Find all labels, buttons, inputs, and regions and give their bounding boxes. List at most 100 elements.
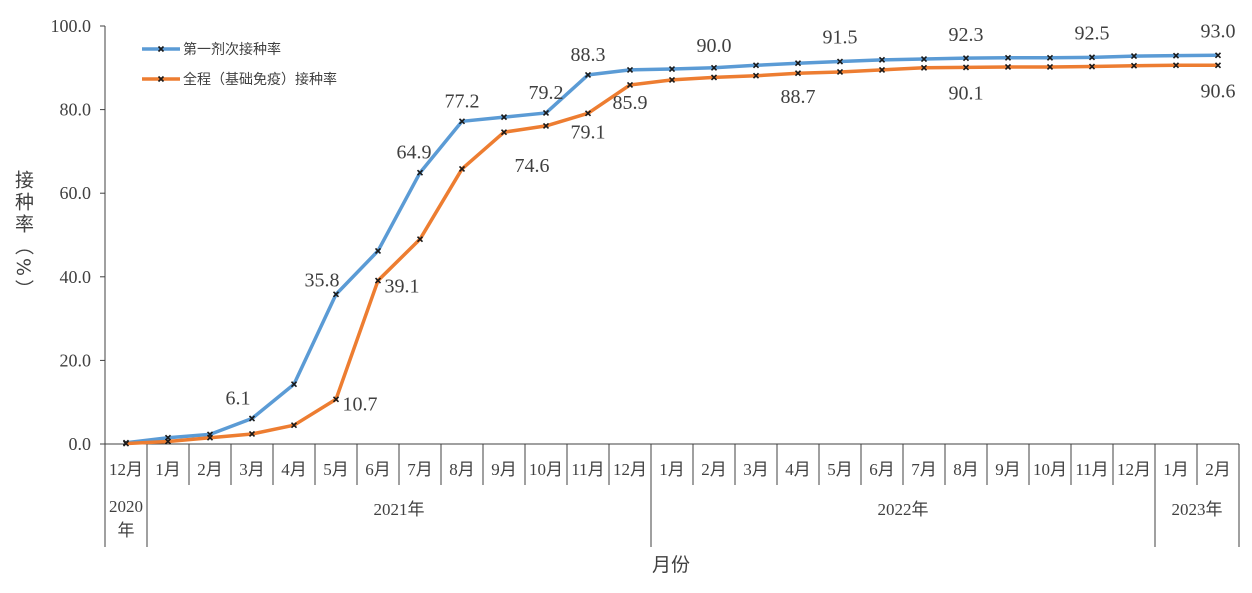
x-category-label: 8月 [449, 460, 475, 479]
x-category-label: 9月 [491, 460, 517, 479]
data-point-marker [416, 236, 424, 243]
data-label: 79.1 [571, 121, 606, 143]
data-point-marker [458, 118, 466, 125]
data-label: 85.9 [613, 92, 648, 114]
data-point-marker [1088, 54, 1096, 61]
legend-marker [157, 45, 165, 53]
x-category-label: 4月 [281, 460, 307, 479]
data-point-marker [1214, 52, 1222, 59]
data-point-marker [1088, 63, 1096, 70]
x-category-label: 11月 [571, 460, 604, 479]
x-category-label: 7月 [407, 460, 433, 479]
data-point-marker [962, 64, 970, 71]
series-line-1 [125, 53, 1219, 445]
data-point-marker [1130, 53, 1138, 60]
axes: 0.0 20.0 40.0 60.0 80.0 100.0 12月 1月 2月 3月 4月 5月 6月 7… [51, 16, 1240, 547]
data-label: 77.2 [445, 90, 480, 112]
data-point-marker [794, 70, 802, 77]
x-category-label: 10月 [529, 460, 563, 479]
data-point-marker [920, 55, 928, 63]
data-point-marker [164, 438, 172, 445]
x-group-label: 2022年 [878, 500, 929, 519]
data-point-marker [1046, 63, 1054, 71]
x-category-label: 12月 [613, 460, 647, 479]
data-point-marker [248, 415, 256, 422]
data-point-marker [794, 60, 802, 67]
y-tick-label: 0.0 [69, 434, 92, 454]
data-point-marker [500, 114, 508, 121]
data-point-marker [626, 81, 634, 89]
data-point-marker [962, 55, 970, 62]
data-point-marker [584, 71, 592, 78]
data-point-marker [668, 76, 676, 83]
data-label: 88.3 [571, 44, 606, 66]
data-label: 64.9 [397, 142, 432, 164]
y-tick-label: 20.0 [60, 350, 92, 370]
data-point-marker [752, 72, 760, 79]
data-point-marker [248, 430, 256, 438]
data-point-marker [458, 165, 466, 173]
data-point-marker [1172, 62, 1180, 69]
data-point-marker [206, 434, 214, 441]
x-category-label: 1月 [1163, 460, 1189, 479]
data-label: 10.7 [343, 393, 378, 415]
x-category-label: 5月 [827, 460, 853, 479]
x-category-label: 5月 [323, 460, 349, 479]
data-point-marker [122, 440, 130, 447]
data-point-marker [626, 66, 634, 73]
data-point-marker [416, 169, 424, 176]
data-point-marker [374, 247, 382, 254]
x-category-label: 12月 [1117, 460, 1151, 479]
x-group-label: 2021年 [374, 500, 425, 519]
x-category-label: 1月 [155, 460, 181, 479]
data-label: 91.5 [823, 27, 858, 49]
data-label: 79.2 [529, 82, 564, 104]
y-tick-label: 40.0 [60, 267, 92, 287]
data-point-marker [500, 129, 508, 136]
y-tick-label: 100.0 [51, 16, 92, 36]
data-label: 93.0 [1201, 20, 1236, 42]
data-point-marker [878, 66, 886, 73]
data-point-marker [290, 422, 298, 429]
x-category-label: 6月 [869, 460, 895, 479]
data-point-marker [374, 277, 382, 284]
legend-marker [157, 75, 165, 83]
data-point-marker [290, 381, 298, 388]
data-point-marker [878, 56, 886, 63]
y-tick-label: 80.0 [60, 100, 92, 120]
data-point-marker [1130, 62, 1138, 69]
x-category-label: 2月 [1205, 460, 1231, 479]
x-axis-title: 月份 [652, 554, 690, 576]
x-group-label: 2020年 [109, 497, 143, 540]
data-point-marker [836, 68, 844, 76]
data-labels: 6.1 35.8 64.9 77.2 79.2 88.3 90.0 91.5 92.3 92.5 9… [226, 20, 1236, 415]
x-category-label: 6月 [365, 460, 391, 479]
data-label: 92.3 [949, 24, 984, 46]
data-point-marker [584, 110, 592, 117]
x-category-label: 12月 [109, 460, 143, 479]
data-point-marker [710, 64, 718, 71]
data-point-marker [1172, 52, 1180, 59]
data-point-marker [332, 291, 340, 298]
legend-label-2: 全程（基础免疫）接种率 [183, 71, 337, 88]
data-point-marker [1004, 54, 1012, 61]
data-point-marker [920, 64, 928, 71]
x-category-label: 3月 [239, 460, 265, 479]
x-category-label: 2月 [701, 460, 727, 479]
x-category-label: 11月 [1075, 460, 1108, 479]
data-point-marker [1046, 54, 1054, 61]
y-tick-label: 60.0 [60, 183, 92, 203]
data-point-marker [542, 109, 550, 117]
data-label: 88.7 [781, 86, 816, 108]
x-category-label: 8月 [953, 460, 979, 479]
data-point-marker [542, 122, 550, 129]
data-point-marker [1004, 63, 1012, 71]
data-label: 74.6 [515, 155, 550, 177]
data-point-marker [1214, 62, 1222, 69]
data-point-marker [668, 65, 676, 73]
x-category-label: 2月 [197, 460, 223, 479]
data-label: 6.1 [226, 388, 251, 410]
data-point-marker [710, 74, 718, 81]
